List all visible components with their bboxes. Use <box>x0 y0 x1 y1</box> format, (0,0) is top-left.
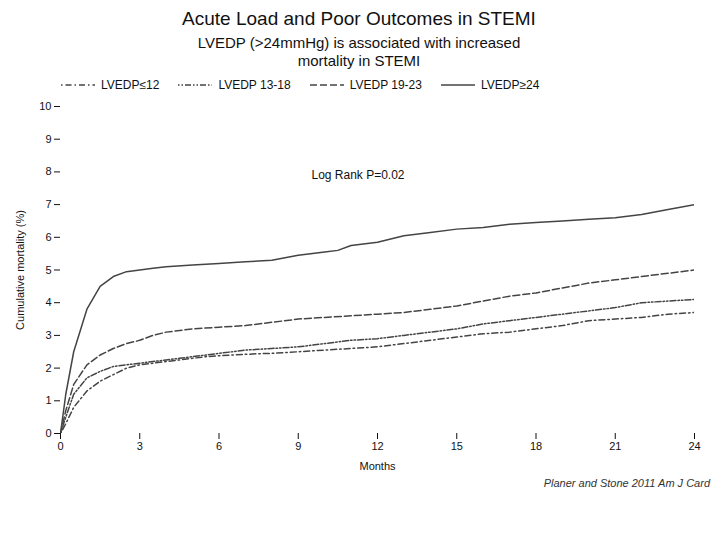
svg-text:6: 6 <box>216 440 222 452</box>
svg-text:24: 24 <box>688 440 700 452</box>
svg-text:3: 3 <box>137 440 143 452</box>
svg-text:21: 21 <box>609 440 621 452</box>
svg-text:Log Rank P=0.02: Log Rank P=0.02 <box>311 168 404 182</box>
svg-text:8: 8 <box>45 165 51 177</box>
svg-text:4: 4 <box>45 296 51 308</box>
svg-text:9: 9 <box>45 133 51 145</box>
svg-text:2: 2 <box>45 362 51 374</box>
svg-text:9: 9 <box>295 440 301 452</box>
svg-text:1: 1 <box>45 394 51 406</box>
svg-text:15: 15 <box>451 440 463 452</box>
html-text:LVEDP (>24mmHg) is associated: LVEDP (>24mmHg) is associated with incre… <box>197 34 521 69</box>
svg-text:12: 12 <box>371 440 383 452</box>
svg-text:Cumulative mortality (%): Cumulative mortality (%) <box>14 210 26 330</box>
svg-text:10: 10 <box>39 100 51 112</box>
html-text:LVEDP 19-23: LVEDP 19-23 <box>349 78 422 92</box>
svg-text:5: 5 <box>45 264 51 276</box>
svg-text:6: 6 <box>45 231 51 243</box>
html-text:Planer and Stone 2011 Am J Car: Planer and Stone 2011 Am J Card <box>543 477 710 489</box>
html-text:Acute Load and Poor Outcomes i: Acute Load and Poor Outcomes in STEMI <box>182 8 536 29</box>
svg-text:18: 18 <box>530 440 542 452</box>
html-text:LVEDP 13-18: LVEDP 13-18 <box>218 78 291 92</box>
svg-text:Months: Months <box>359 460 396 472</box>
svg-text:0: 0 <box>57 440 63 452</box>
svg-text:3: 3 <box>45 329 51 341</box>
svg-text:7: 7 <box>45 198 51 210</box>
html-text:LVEDP≥24: LVEDP≥24 <box>481 78 540 92</box>
html-text:LVEDP≤12: LVEDP≤12 <box>101 78 160 92</box>
svg-text:0: 0 <box>45 427 51 439</box>
